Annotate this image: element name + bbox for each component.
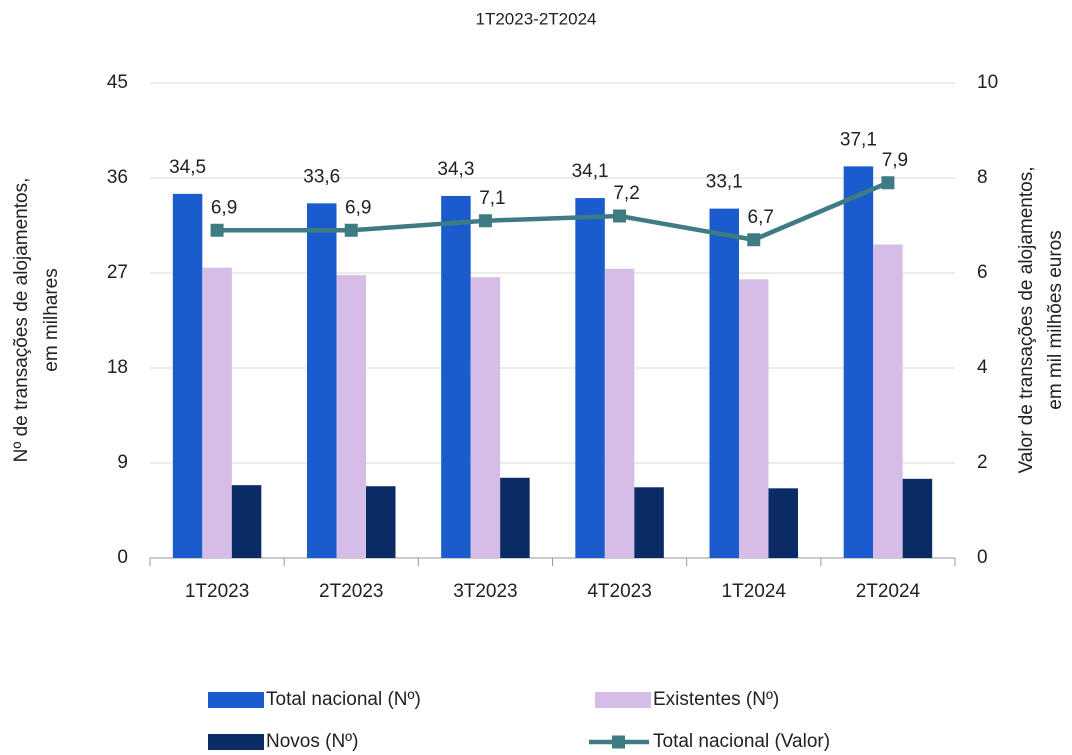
bar [441, 195, 471, 558]
legend-label: Total nacional (Valor) [653, 731, 830, 752]
y2-tick-label: 8 [977, 167, 988, 188]
bar [902, 478, 933, 558]
bar [202, 267, 232, 558]
bar [843, 166, 874, 558]
y2-tick-label: 2 [977, 452, 988, 473]
data-label: 34,3 [437, 159, 474, 180]
bar [739, 279, 769, 558]
data-label: 6,9 [211, 197, 237, 218]
y-tick-label: 45 [107, 72, 128, 93]
legend-label: Total nacional (Nº) [266, 689, 421, 710]
line [217, 180, 889, 243]
legend-swatch [595, 692, 651, 708]
bar [575, 198, 605, 559]
legend-label: Existentes (Nº) [653, 689, 779, 710]
data-label: 7,2 [613, 183, 639, 204]
x-tick-label: 1T2023 [185, 581, 249, 602]
data-label: 7,9 [882, 150, 908, 171]
bar [768, 488, 798, 558]
y2-tick-label: 10 [977, 72, 998, 93]
bar [604, 268, 635, 558]
bar [709, 208, 739, 558]
y-tick-label: 0 [117, 547, 128, 568]
data-label: 33,1 [706, 172, 743, 193]
y2-tick-label: 0 [977, 547, 988, 568]
bar [634, 487, 664, 558]
bar [500, 477, 530, 558]
legend-swatch [208, 734, 264, 750]
y2-axis-label: Valor de transações de alojamentos, [1016, 167, 1037, 474]
line-marker [613, 209, 627, 223]
y-tick-label: 9 [117, 452, 128, 473]
bar [172, 193, 203, 559]
line-marker [210, 223, 224, 237]
data-label: 37,1 [840, 129, 877, 150]
y-axis-label: Nº de transações de alojamentos, [11, 178, 32, 463]
line-marker [747, 233, 761, 247]
y2-axis-label: em mil milhões euros [1045, 230, 1066, 410]
bar [336, 275, 366, 558]
data-label: 6,7 [748, 207, 774, 228]
data-label: 33,6 [303, 166, 340, 187]
y-axis-label: em milhares [41, 268, 62, 371]
data-label: 6,9 [345, 197, 371, 218]
y2-tick-label: 4 [977, 357, 988, 378]
x-tick-label: 4T2023 [587, 581, 651, 602]
data-label: 34,1 [572, 161, 609, 182]
x-tick-label: 2T2023 [319, 581, 383, 602]
line-marker [478, 214, 492, 228]
bar [307, 203, 337, 559]
x-tick-label: 3T2023 [453, 581, 517, 602]
line-marker [344, 223, 358, 237]
legend-swatch [208, 692, 264, 708]
bar [231, 485, 262, 558]
line-marker [881, 176, 895, 190]
y-tick-label: 36 [107, 167, 128, 188]
y-tick-label: 27 [107, 262, 128, 283]
bar [366, 486, 396, 558]
x-tick-label: 2T2024 [856, 581, 921, 602]
y-tick-label: 18 [107, 357, 128, 378]
data-label: 7,1 [479, 188, 505, 209]
data-label: 34,5 [169, 157, 206, 178]
bar [470, 277, 501, 558]
x-tick-label: 1T2024 [722, 581, 787, 602]
legend-swatch [612, 735, 625, 749]
legend-label: Novos (Nº) [266, 731, 358, 752]
chart-title: 1T2023-2T2024 [476, 9, 597, 28]
y2-tick-label: 6 [977, 262, 988, 283]
bar [873, 244, 903, 558]
